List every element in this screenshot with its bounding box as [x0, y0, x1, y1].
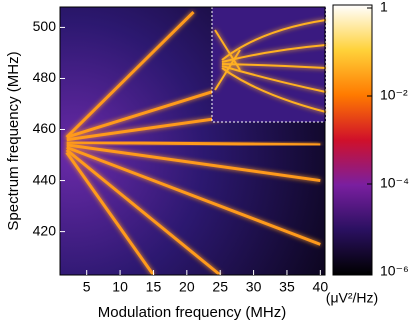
colorbar-tick-label: 10⁻²: [380, 87, 408, 103]
x-tick-label: 40: [313, 279, 329, 295]
traces: [65, 11, 321, 275]
x-tick-label: 15: [146, 279, 162, 295]
x-tick-label: 10: [112, 279, 128, 295]
colorbar-tick-label: 10⁻⁶: [380, 263, 409, 279]
x-tick-label: 5: [83, 279, 91, 295]
spectral-line: [65, 148, 222, 275]
x-tick-label: 25: [212, 279, 228, 295]
y-tick-label: 440: [33, 171, 57, 187]
colorbar: [332, 4, 373, 276]
spectral-line: [65, 11, 195, 139]
spectral-line: [66, 145, 321, 246]
y-tick-label: 460: [33, 120, 57, 136]
x-tick-label: 20: [179, 279, 195, 295]
colorbar-unit: (μV²/Hz): [326, 290, 378, 306]
colorbar-tick-label: 1: [380, 0, 388, 15]
x-tick-label: 35: [279, 279, 295, 295]
x-tick-label: 30: [246, 279, 262, 295]
y-tick-label: 420: [33, 222, 57, 238]
spectral-line: [65, 151, 155, 275]
y-tick-label: 500: [33, 18, 57, 34]
spectral-line: [66, 140, 321, 147]
inset: [211, 6, 327, 123]
y-axis-label: Spectrum frequency (MHz): [5, 51, 22, 230]
colorbar-tick-label: 10⁻⁴: [380, 175, 409, 191]
x-axis-label: Modulation frequency (MHz): [98, 304, 286, 321]
plot-frame: [59, 6, 326, 276]
y-tick-label: 480: [33, 69, 57, 85]
spectral-line: [66, 143, 321, 183]
